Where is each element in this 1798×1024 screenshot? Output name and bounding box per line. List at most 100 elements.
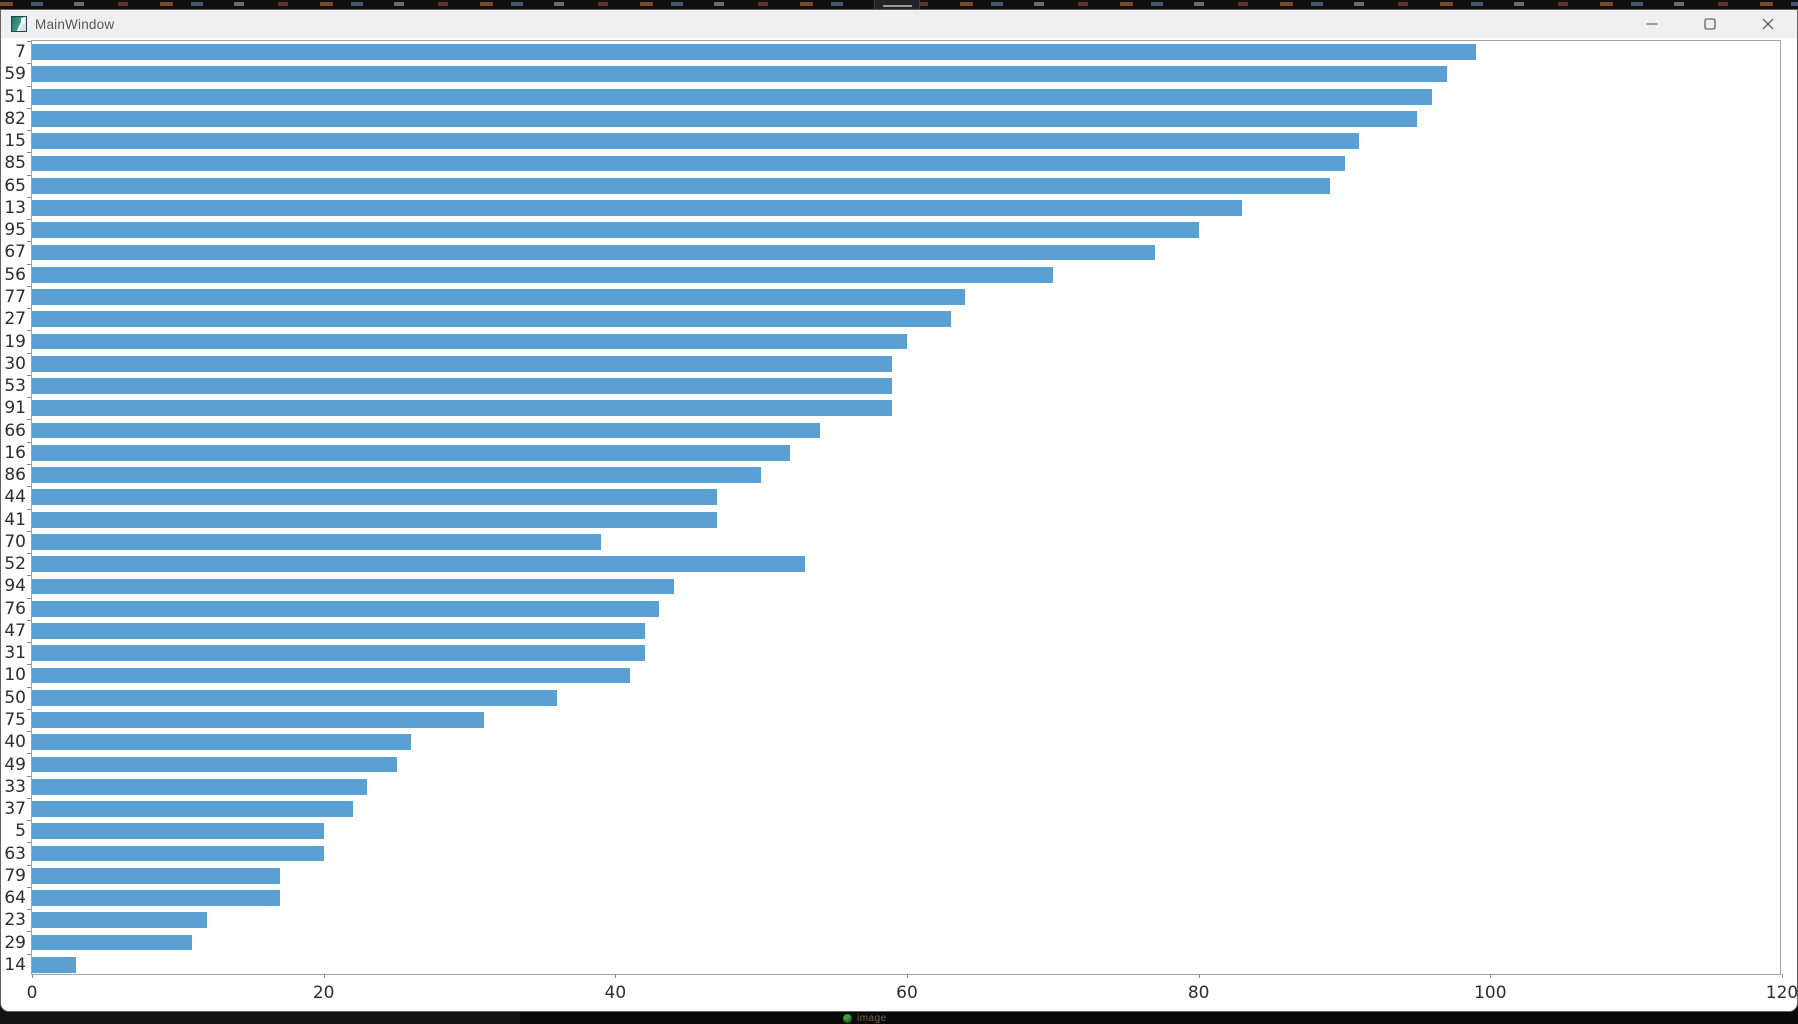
y-tick-label: 70 [4,531,26,552]
y-tick [27,308,31,310]
y-tick [27,486,31,488]
x-tick [1782,974,1783,978]
x-tick-label: 80 [1187,983,1210,1003]
y-tick [27,63,31,65]
y-tick-label: 13 [4,197,26,218]
bar [32,734,412,751]
y-tick [27,330,31,332]
x-tick [1198,974,1200,978]
window-controls [1623,10,1797,38]
y-tick [27,285,31,287]
y-tick [27,352,31,354]
bar [32,289,966,305]
y-tick-label: 50 [4,687,26,708]
y-tick [27,241,31,243]
taskbar-segment [0,1012,520,1024]
title-bar[interactable]: MainWindow [1,10,1797,38]
y-tick [27,797,31,799]
x-tick-label: 20 [312,983,335,1003]
bar [32,823,324,840]
y-tick [27,931,31,933]
bar [32,934,193,951]
bar [32,912,207,929]
y-tick [27,107,31,109]
y-tick-label: 30 [4,353,26,374]
bar [32,44,1476,61]
bar [32,890,280,906]
bar [32,489,718,506]
bar [32,133,1360,150]
y-tick-label: 31 [4,643,26,664]
x-tick-label: 120 [1765,983,1798,1003]
bar [32,845,324,862]
close-icon [1762,18,1774,30]
y-tick-label: 56 [4,264,26,285]
taskbar-app-label: image [857,1013,887,1024]
y-tick-label: 16 [4,442,26,463]
bar [32,712,485,728]
y-tick [27,130,31,132]
bar [32,266,1053,283]
taskbar: image [0,1012,1798,1024]
y-tick-label: 66 [4,420,26,441]
bar [32,667,630,684]
y-tick-label: 86 [4,465,26,486]
bar [32,88,1432,105]
y-tick-label: 14 [4,954,26,975]
y-tick-label: 15 [4,131,26,152]
bar [32,111,1418,127]
bar [32,533,601,550]
close-button[interactable] [1739,10,1797,38]
x-tick-label: 100 [1474,983,1507,1003]
bar [32,867,280,884]
bar [32,355,893,372]
bar [32,467,762,483]
y-tick [27,419,31,421]
y-tick [27,775,31,777]
x-tick-label: 0 [26,983,38,1003]
bar [32,444,791,461]
bar [32,801,353,817]
y-tick-label: 79 [4,865,26,886]
y-tick [27,664,31,666]
bar [32,200,1243,216]
bar [32,333,907,350]
bar [32,177,1330,194]
x-tick-label: 40 [604,983,627,1003]
y-tick-label: 65 [4,175,26,196]
y-tick-label: 52 [4,554,26,575]
plot-area: 7 59 51 82 15 85 65 13 95 67 56 77 27 19 30 53 91 66 16 86 4… [4,40,1797,1003]
maximize-button[interactable] [1681,10,1739,38]
y-tick-label: 10 [4,665,26,686]
y-tick-label: 59 [4,64,26,85]
y-tick-label: 49 [4,754,26,775]
y-tick [27,508,31,510]
x-tick [323,974,325,978]
y-tick [27,374,31,376]
bar [32,155,1345,172]
bar [32,645,645,662]
y-tick-label: 64 [4,888,26,909]
y-tick-label: 27 [4,309,26,330]
y-tick-label: 51 [4,86,26,107]
y-tick-label: 33 [4,776,26,797]
bar [32,422,820,439]
y-tick-label: 44 [4,487,26,508]
y-tick [27,174,31,176]
bar [32,311,951,328]
y-tick [27,864,31,866]
y-tick [27,41,31,42]
bar [32,556,805,573]
minimize-icon [1646,23,1658,25]
y-tick-label: 47 [4,620,26,641]
minimize-button[interactable] [1623,10,1681,38]
y-tick [27,575,31,577]
y-tick-label: 37 [4,799,26,820]
taskbar-app[interactable]: image [843,1013,887,1024]
taskbar-app-green-icon [843,1014,852,1023]
bar [32,511,718,528]
y-tick [27,842,31,844]
y-tick-label: 77 [4,287,26,307]
y-tick [27,263,31,265]
